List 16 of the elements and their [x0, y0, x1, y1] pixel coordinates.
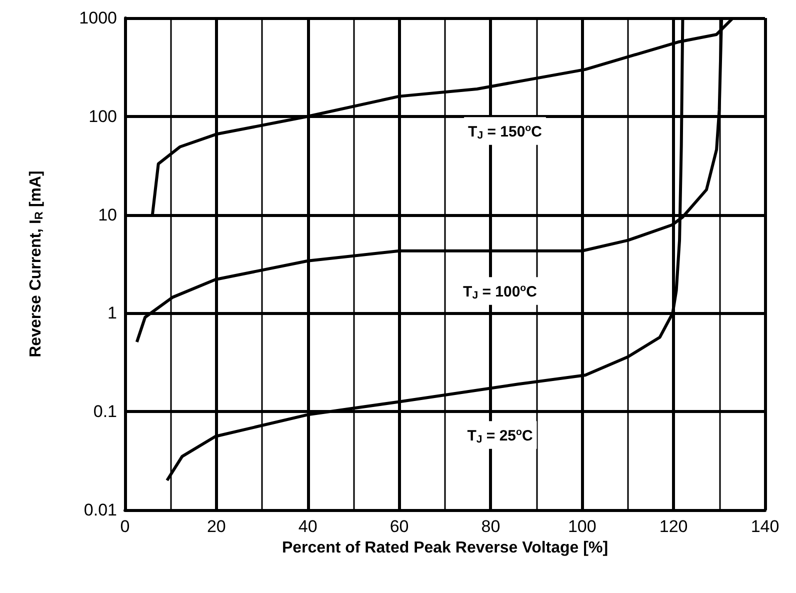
- x-tick-label: 40: [298, 517, 318, 536]
- x-axis-title: Percent of Rated Peak Reverse Voltage [%]: [282, 540, 608, 556]
- x-tick-label: 60: [390, 517, 409, 536]
- y-tick-label: 0.1: [93, 402, 117, 422]
- y-tick-label: 1000: [79, 8, 117, 28]
- y-tick-label: 1: [108, 304, 117, 323]
- x-tick-label: 80: [481, 517, 500, 536]
- y-tick-label: 0.01: [84, 500, 117, 520]
- y-axis-title: Reverse Current, IR [mA]: [27, 170, 46, 358]
- x-tick-label: 20: [206, 517, 226, 536]
- x-tick-label: 0: [120, 517, 130, 536]
- y-tick-label: 10: [98, 205, 117, 224]
- x-tick-label: 140: [750, 517, 780, 536]
- x-tick-label: 120: [659, 517, 688, 536]
- y-tick-label: 100: [88, 106, 117, 126]
- x-tick-label: 100: [568, 517, 596, 536]
